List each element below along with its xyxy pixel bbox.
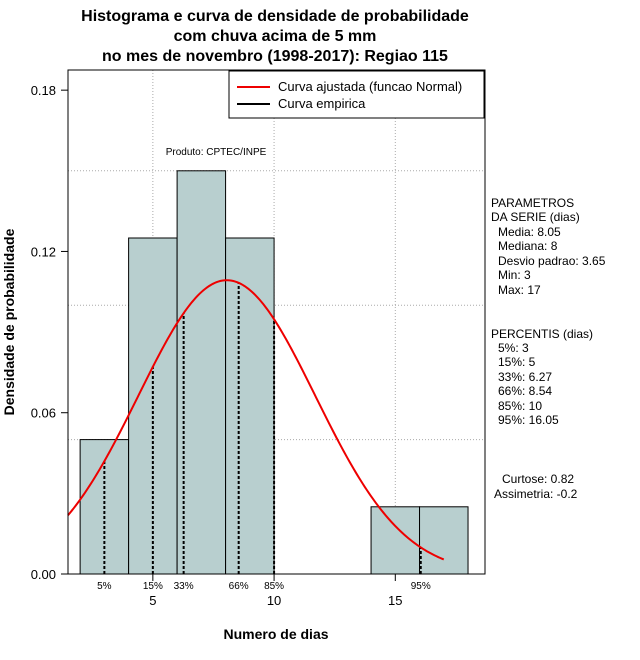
- y-tick-label: 0.12: [31, 244, 56, 259]
- percentile-85: 85%: 10: [498, 399, 542, 413]
- x-tick-label: 5: [149, 593, 156, 608]
- percentile-66: 66%: 8.54: [498, 384, 552, 398]
- histogram-bar: [419, 506, 469, 575]
- percentile-lines: 5% 15% 33% 66% 85% 95%: [97, 282, 431, 592]
- legend-label-normal: Curva ajustada (funcao Normal): [278, 79, 462, 94]
- param-media: Media: 8.05: [498, 225, 561, 239]
- chart-title-line-3: no mes de novembro (1998-2017): Regiao 1…: [102, 48, 448, 65]
- stat-curtose: Curtose: 0.82: [502, 472, 574, 486]
- normal-curve: [67, 279, 445, 561]
- percentile-label: 15%: [143, 581, 163, 592]
- legend-box: [228, 70, 485, 119]
- x-axis-title: Numero de dias: [223, 626, 328, 642]
- normal-curve-layer: [67, 279, 445, 561]
- param-desvio: Desvio padrao: 3.65: [498, 254, 606, 268]
- stat-assimetria: Assimetria: -0.2: [494, 487, 578, 501]
- series-parameters-panel: PARAMETROS DA SERIE (dias) Media: 8.05 M…: [491, 196, 606, 297]
- percentile-label: 66%: [229, 581, 249, 592]
- shape-stats-panel: Curtose: 0.82 Assimetria: -0.2: [494, 472, 578, 501]
- y-tick-label: 0.00: [31, 567, 56, 582]
- legend-label-empirical: Curva empirica: [278, 96, 366, 111]
- params-header-line-2: DA SERIE (dias): [491, 210, 580, 224]
- percentile-label: 85%: [264, 581, 284, 592]
- param-min: Min: 3: [498, 268, 531, 282]
- percentile-33: 33%: 6.27: [498, 370, 552, 384]
- params-header-line-1: PARAMETROS: [491, 196, 574, 210]
- axes: 5 10 15 0.00 0.06 0.12 0.18: [31, 83, 403, 608]
- y-tick-label: 0.06: [31, 406, 56, 421]
- percentile-label: 95%: [411, 581, 431, 592]
- histogram-bar: [176, 170, 227, 575]
- chart-title-line-1: Histograma e curva de densidade de proba…: [81, 8, 469, 25]
- plot-frame: [67, 69, 486, 575]
- percentile-15: 15%: 5: [498, 355, 536, 369]
- legend: Curva ajustada (funcao Normal) Curva emp…: [228, 70, 485, 119]
- x-tick-label: 15: [388, 593, 402, 608]
- product-annotation: Produto: CPTEC/INPE: [166, 147, 267, 158]
- y-tick-label: 0.18: [31, 83, 56, 98]
- percentile-label: 33%: [174, 581, 194, 592]
- param-max: Max: 17: [498, 283, 541, 297]
- y-axis-title: Densidade de probabilidade: [1, 228, 17, 415]
- percentiles-header: PERCENTIS (dias): [491, 327, 593, 341]
- x-tick-label: 10: [267, 593, 281, 608]
- param-mediana: Mediana: 8: [498, 239, 558, 253]
- percentile-95: 95%: 16.05: [498, 413, 559, 427]
- chart-title-line-2: com chuva acima de 5 mm: [174, 28, 377, 45]
- percentile-label: 5%: [97, 581, 112, 592]
- percentile-5: 5%: 3: [498, 341, 529, 355]
- percentiles-panel: PERCENTIS (dias) 5%: 3 15%: 5 33%: 6.27 …: [491, 327, 593, 427]
- histogram-bar: [225, 237, 275, 575]
